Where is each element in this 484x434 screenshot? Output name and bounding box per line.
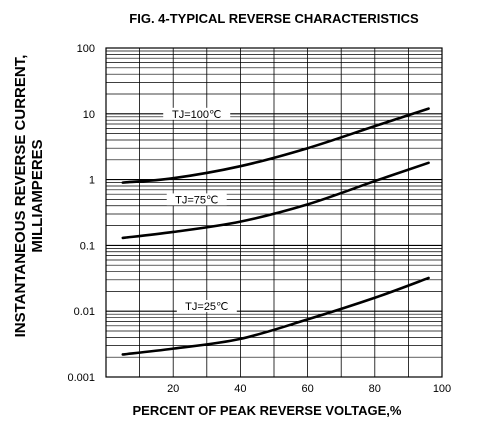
chart-title: FIG. 4-TYPICAL REVERSE CHARACTERISTICS — [129, 11, 419, 26]
series-label-0: TJ=100℃ — [172, 109, 221, 121]
y-tick-label: 1 — [89, 175, 95, 187]
x-tick-label: 80 — [369, 383, 381, 395]
y-axis-label-line1: INSTANTANEOUS REVERSE CURRENT, — [12, 55, 29, 338]
series-line-0 — [121, 107, 430, 184]
x-tick-label: 40 — [234, 383, 246, 395]
plot-frame — [105, 47, 443, 378]
series-label-2: TJ=25℃ — [185, 301, 228, 313]
curve-labels: TJ=100℃ TJ=75℃ TJ=25℃ — [163, 107, 237, 313]
series-label-1: TJ=75℃ — [175, 194, 218, 206]
series-label-background-1 — [166, 193, 227, 206]
series-label-background-2 — [176, 299, 237, 312]
x-axis-label: PERCENT OF PEAK REVERSE VOLTAGE,% — [133, 403, 402, 418]
y-tick-label: 0.01 — [74, 306, 95, 318]
x-tick-label: 100 — [433, 383, 451, 395]
curves — [121, 107, 430, 356]
y-axis-label-line2: MILLIAMPERES — [29, 139, 46, 252]
y-tick-label: 100 — [77, 43, 95, 55]
series-line-2 — [121, 276, 430, 356]
series-label-background-0 — [163, 107, 231, 120]
y-tick-label: 10 — [83, 109, 95, 121]
x-tick-labels: 20 40 60 80 100 — [167, 383, 451, 395]
series-line-1 — [121, 161, 430, 240]
x-tick-label: 60 — [301, 383, 313, 395]
y-tick-label: 0.001 — [67, 372, 95, 384]
y-tick-label: 0.1 — [80, 240, 95, 252]
y-tick-labels: 0.001 0.01 0.1 1 10 100 — [67, 43, 95, 384]
x-tick-label: 20 — [167, 383, 179, 395]
